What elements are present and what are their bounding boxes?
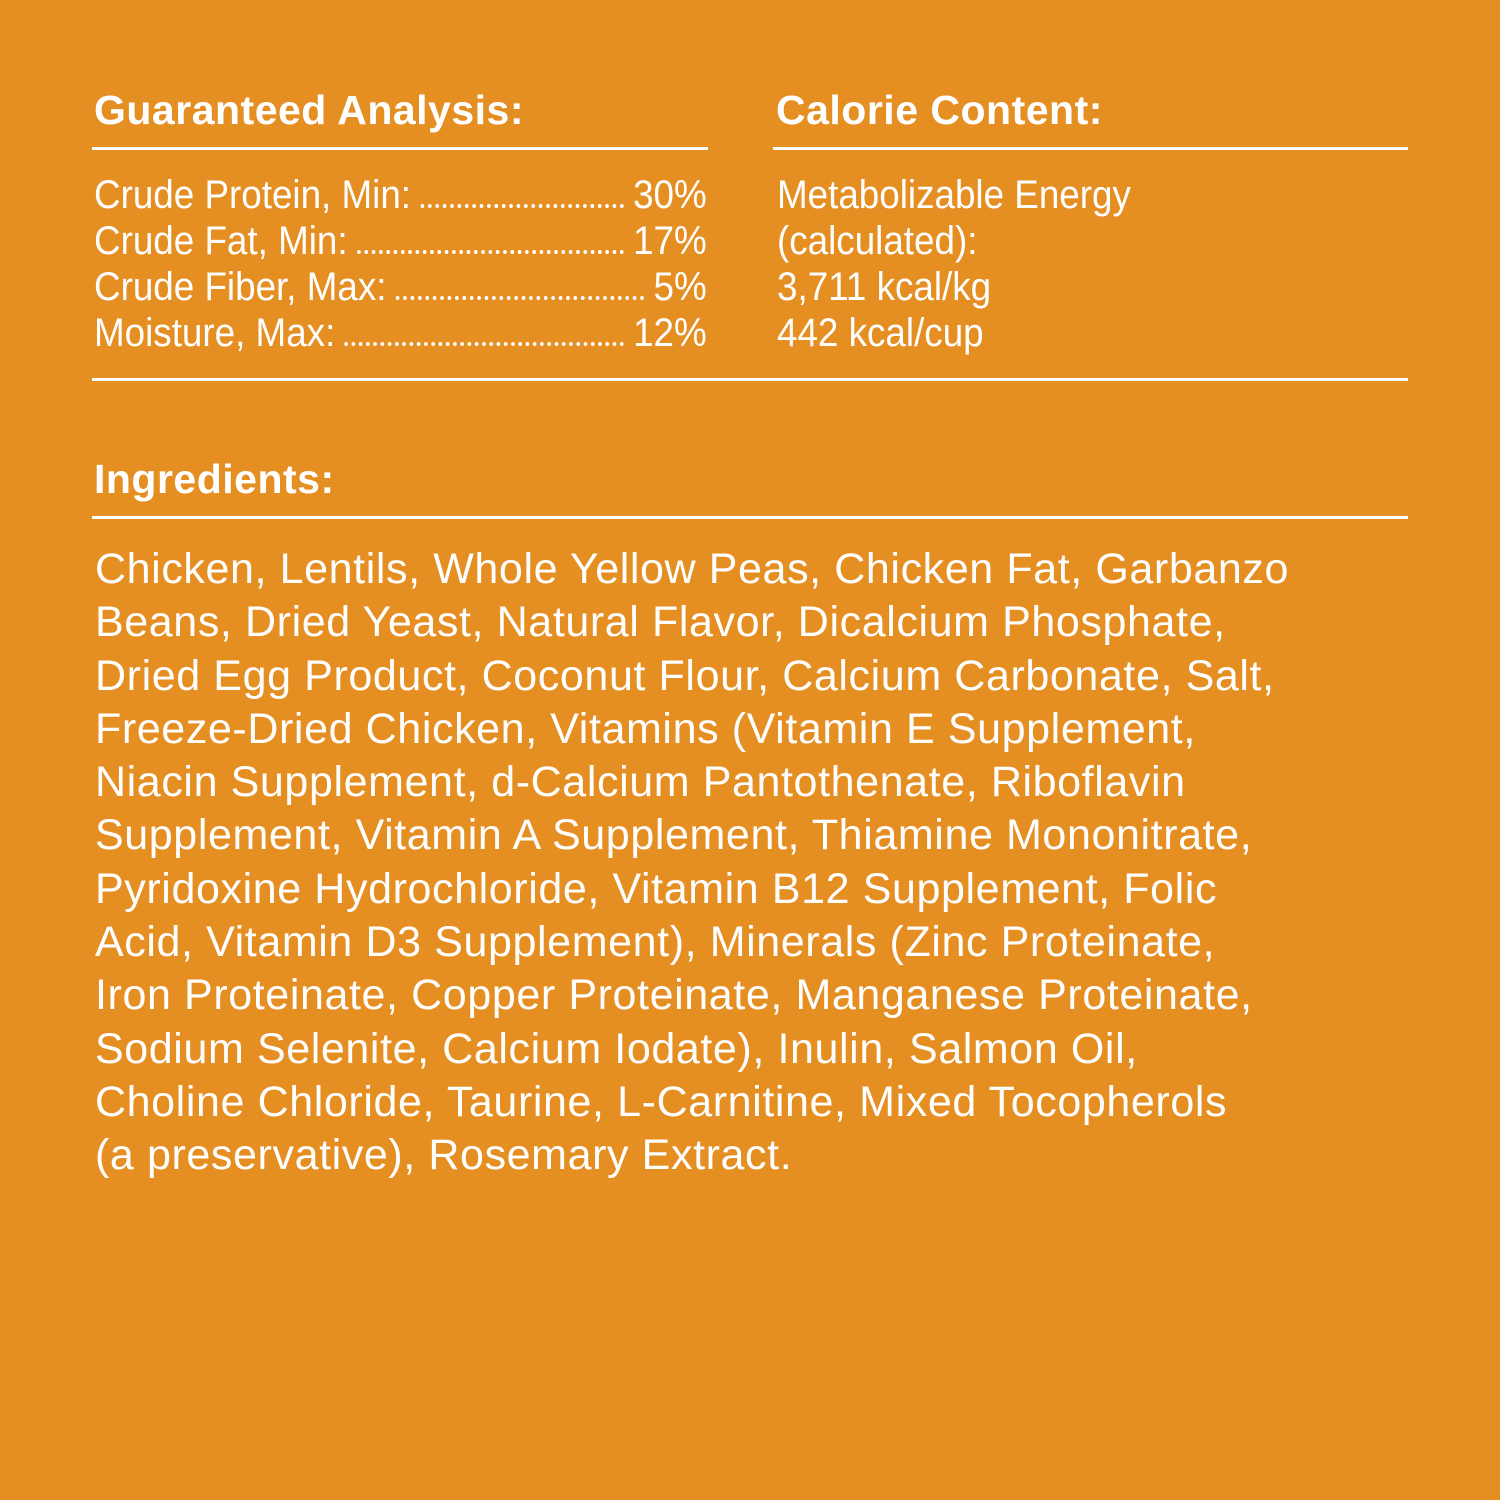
analysis-row: Crude Protein, Min: 30% [94, 172, 707, 218]
calorie-line: 442 kcal/cup [777, 311, 984, 355]
divider [773, 147, 1408, 150]
ingredients-line: Chicken, Lentils, Whole Yellow Peas, Chi… [95, 545, 1290, 593]
calorie-line: 3,711 kcal/kg [777, 265, 992, 309]
ingredients-title: Ingredients: [94, 456, 335, 502]
row-value: 12% [633, 311, 707, 355]
ingredients-line: Choline Chloride, Taurine, L-Carnitine, … [95, 1077, 1228, 1126]
row-value: 17% [633, 219, 707, 263]
guaranteed-analysis-table: Crude Protein, Min: 30% Crude Fat, Min: 17… [94, 172, 760, 356]
analysis-row: Crude Fat, Min: 17% [94, 218, 707, 264]
row-value: 5% [653, 265, 707, 309]
ingredients-line: Iron Proteinate, Copper Proteinate, Mang… [95, 971, 1253, 1020]
row-label: Crude Fat, Min: [94, 219, 348, 263]
ingredients-line: Acid, Vitamin D3 Supplement), Minerals (… [95, 918, 1216, 967]
dot-leader [344, 342, 624, 346]
ingredients-line: Niacin Supplement, d-Calcium Pantothenat… [95, 758, 1186, 807]
calorie-content-title: Calorie Content: [776, 87, 1103, 133]
ingredients-line: Supplement, Vitamin A Supplement, Thiami… [95, 811, 1253, 860]
dot-leader [395, 296, 645, 300]
row-label: Crude Fiber, Max: [94, 265, 387, 309]
dot-leader [420, 204, 624, 208]
row-label: Moisture, Max: [94, 311, 336, 355]
row-label: Crude Protein, Min: [94, 173, 412, 217]
divider [92, 378, 1408, 381]
dot-leader [356, 250, 624, 254]
ingredients-line: Dried Egg Product, Coconut Flour, Calciu… [95, 651, 1275, 700]
ingredients-line: Sodium Selenite, Calcium Iodate), Inulin… [95, 1024, 1138, 1073]
calorie-line: (calculated): [777, 219, 978, 263]
row-value: 30% [633, 173, 707, 217]
ingredients-line: (a preservative), Rosemary Extract. [95, 1131, 793, 1180]
analysis-row: Crude Fiber, Max: 5% [94, 264, 707, 310]
ingredients-line: Beans, Dried Yeast, Natural Flavor, Dica… [95, 598, 1226, 647]
ingredients-line: Freeze-Dried Chicken, Vitamins (Vitamin … [95, 704, 1196, 753]
calorie-line: Metabolizable Energy [777, 173, 1131, 217]
ingredients-line: Pyridoxine Hydrochloride, Vitamin B12 Su… [95, 864, 1218, 913]
divider [92, 147, 708, 150]
divider [92, 516, 1408, 519]
analysis-row: Moisture, Max: 12% [94, 310, 707, 356]
ingredients-list: Chicken, Lentils, Whole Yellow Peas, Chi… [95, 543, 1289, 1183]
calorie-content-text: Metabolizable Energy (calculated): 3,711… [777, 172, 1131, 356]
guaranteed-analysis-title: Guaranteed Analysis: [94, 87, 525, 133]
